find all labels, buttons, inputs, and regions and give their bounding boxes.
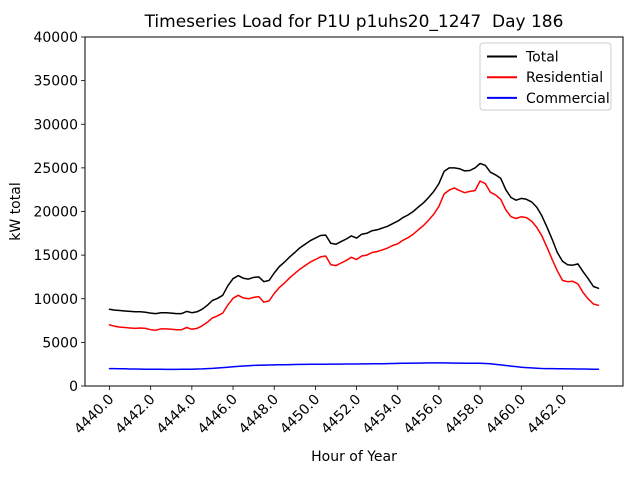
legend-item-commercial: Commercial bbox=[487, 91, 610, 107]
legend-item-residential: Residential bbox=[487, 70, 603, 86]
y-tick-label: 15000 bbox=[33, 248, 78, 264]
y-tick-label: 0 bbox=[69, 379, 78, 395]
chart-title: Timeseries Load for P1U p1uhs20_1247 Day… bbox=[144, 12, 564, 32]
y-tick-label: 40000 bbox=[33, 30, 78, 46]
x-tick-label: 4452.0 bbox=[318, 392, 364, 438]
legend-box bbox=[479, 42, 612, 111]
x-axis-label: Hour of Year bbox=[311, 449, 397, 465]
y-tick-label: 35000 bbox=[33, 74, 78, 90]
legend-label-total: Total bbox=[525, 50, 559, 66]
x-tick-label: 4460.0 bbox=[483, 392, 529, 438]
legend-label-residential: Residential bbox=[526, 70, 603, 86]
series-line-residential bbox=[108, 180, 600, 331]
x-tick-label: 4456.0 bbox=[401, 392, 447, 438]
x-tick-label: 4448.0 bbox=[236, 392, 282, 438]
x-tick-label: 4462.0 bbox=[524, 392, 570, 438]
x-tick-label: 4446.0 bbox=[195, 392, 241, 438]
series-line-commercial bbox=[108, 362, 600, 371]
x-tick-label: 4450.0 bbox=[277, 392, 323, 438]
x-tick-label: 4454.0 bbox=[360, 392, 406, 438]
series-line-total bbox=[108, 162, 600, 315]
y-tick-label: 20000 bbox=[33, 205, 78, 221]
legend-item-total: Total bbox=[487, 50, 559, 66]
y-tick-label: 25000 bbox=[33, 161, 78, 177]
y-tick-label: 5000 bbox=[42, 335, 78, 351]
legend-label-commercial: Commercial bbox=[526, 91, 610, 107]
x-tick-label: 4440.0 bbox=[71, 392, 117, 438]
x-tick-label: 4442.0 bbox=[113, 392, 159, 438]
x-tick-label: 4458.0 bbox=[442, 392, 488, 438]
y-axis-label: kW total bbox=[8, 182, 24, 240]
legend: Total Residential Commercial bbox=[479, 42, 612, 111]
y-tick-label: 30000 bbox=[33, 117, 78, 133]
y-tick-label: 10000 bbox=[33, 292, 78, 308]
x-tick-label: 4444.0 bbox=[154, 392, 200, 438]
